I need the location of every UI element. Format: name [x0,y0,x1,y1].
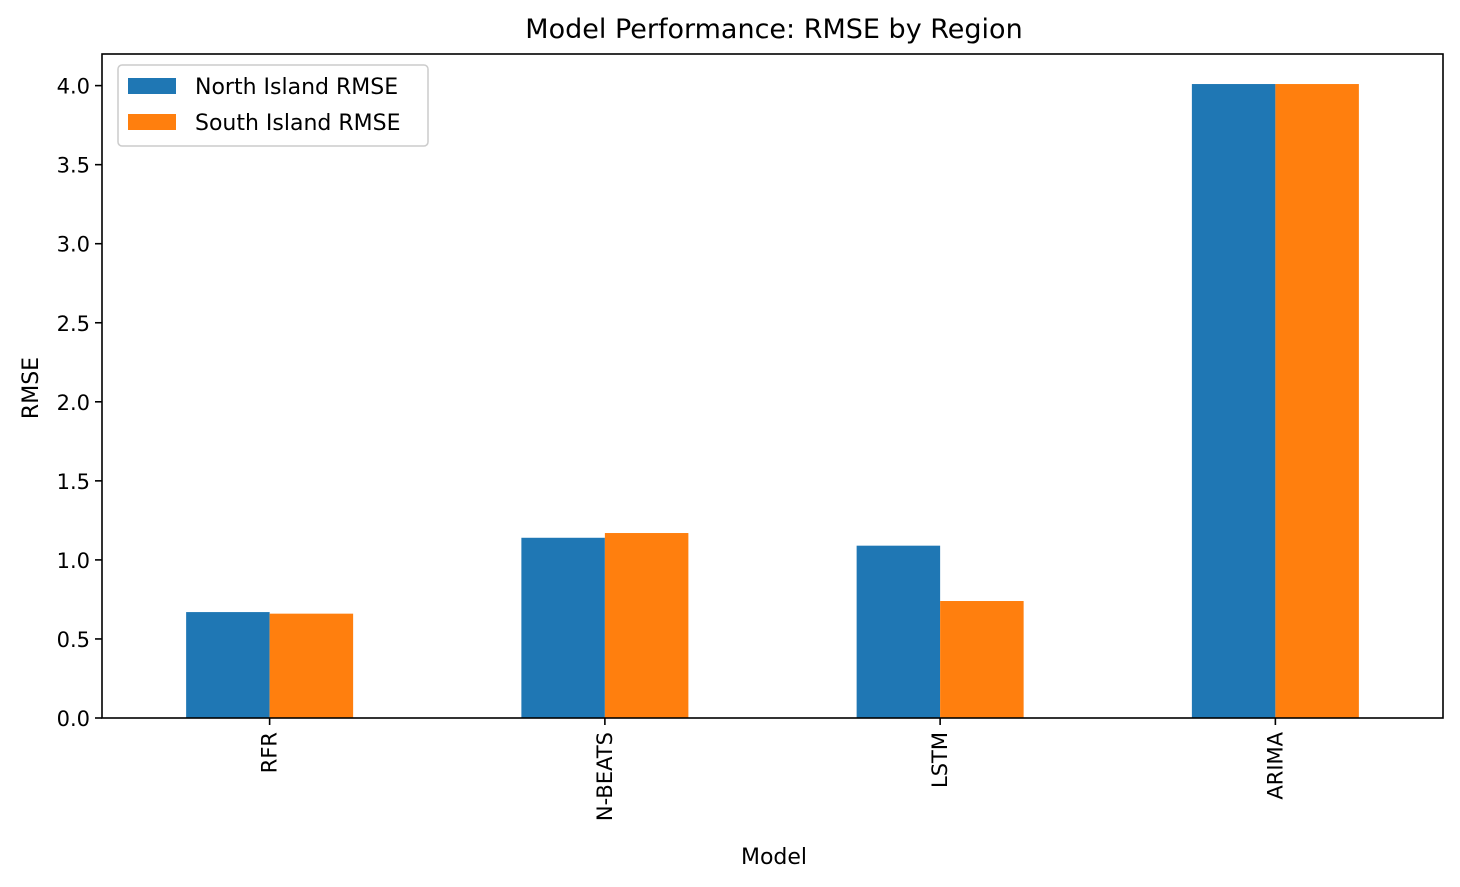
legend-label-north: North Island RMSE [195,75,398,100]
y-tick-label: 3.0 [57,233,90,257]
x-tick-label-n-beats: N-BEATS [593,732,617,821]
bar-north-arima [1191,84,1276,719]
bars-layer [186,84,1359,719]
y-axis-label: RMSE [19,357,44,419]
y-tick-label: 2.0 [57,391,90,415]
x-tick-label-arima: ARIMA [1263,731,1287,799]
y-tick-label: 0.0 [57,707,90,731]
bar-south-arima [1275,84,1359,719]
bar-south-lstm [940,601,1024,718]
legend: North Island RMSE South Island RMSE [117,64,429,147]
legend-box [117,64,429,147]
bar-south-n-beats [604,533,689,718]
y-tick-label: 2.5 [57,312,90,336]
bar-north-n-beats [521,537,605,718]
chart-title: Model Performance: RMSE by Region [525,14,1022,45]
y-axis-ticks: 0.0 0.5 1.0 1.5 2.0 2.5 3.0 3.5 4.0 [57,75,102,731]
x-axis-ticks: RFR N-BEATS LSTM ARIMA [258,718,1287,821]
y-tick-label: 0.5 [57,628,90,652]
legend-swatch-north [128,78,176,94]
plot-frame [101,53,1444,719]
y-tick-label: 1.0 [57,549,90,573]
legend-label-south: South Island RMSE [195,111,401,136]
x-tick-label-rfr: RFR [258,732,282,773]
legend-swatch-south [128,114,176,130]
x-axis-label: Model [741,845,807,870]
y-tick-label: 3.5 [57,154,90,178]
x-tick-label-lstm: LSTM [928,732,952,788]
bar-south-rfr [269,613,354,718]
bar-north-rfr [186,612,270,718]
y-tick-label: 1.5 [57,470,90,494]
y-tick-label: 4.0 [57,75,90,99]
bar-north-lstm [856,545,941,718]
